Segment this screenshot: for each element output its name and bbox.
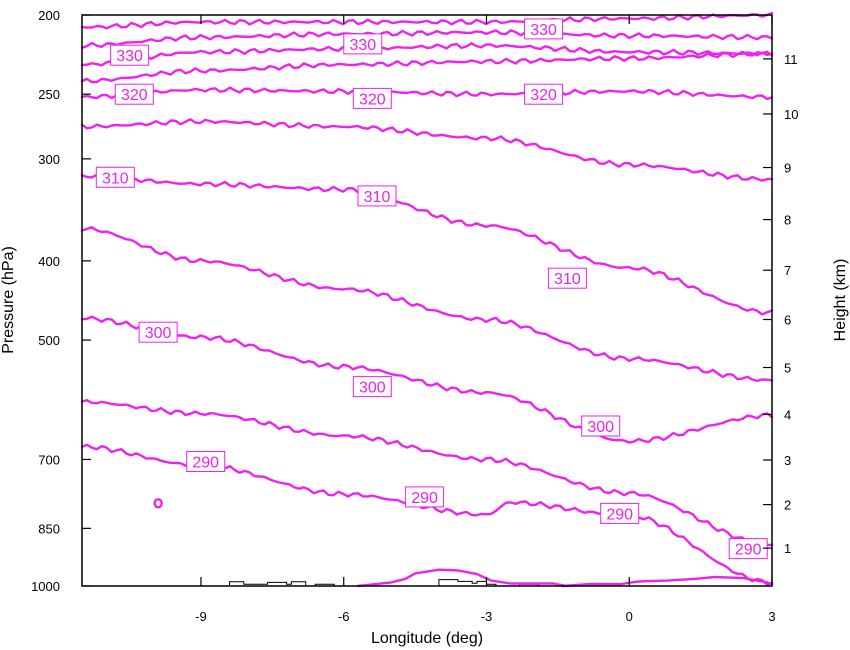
contour-label: 320 [524, 83, 564, 105]
height-tick-label: 2 [784, 498, 791, 513]
contour-line [80, 50, 774, 84]
contour-label-text: 320 [359, 91, 386, 108]
contour-label-text: 310 [364, 189, 391, 206]
contour-label-text: 330 [349, 37, 376, 54]
contour-line [80, 399, 774, 547]
contour-lines [80, 11, 774, 588]
contour-label: 320 [352, 87, 392, 109]
height-tick-label: 9 [784, 161, 791, 176]
x-axis-title: Longitude (deg) [371, 630, 483, 647]
contour-label: 290 [728, 538, 768, 560]
contour-label-box [357, 185, 397, 207]
contour-label-box [547, 267, 587, 289]
contour-label-text: 290 [192, 455, 219, 472]
contour-label-box [524, 83, 564, 105]
contour-label-text: 290 [606, 506, 633, 523]
contour-line [80, 29, 774, 49]
contour-label-box [114, 83, 154, 105]
height-tick-label: 3 [784, 453, 791, 468]
contour-label-box [110, 44, 150, 66]
x-tick-label: -9 [195, 609, 207, 624]
pressure-tick-label: 1000 [31, 579, 60, 594]
contour-label: 290 [186, 451, 226, 472]
contour-label: 300 [352, 376, 392, 398]
contour-label-box [95, 166, 135, 188]
contour-line [80, 42, 774, 67]
height-tick-label: 10 [784, 107, 798, 122]
contour-label-text: 290 [411, 490, 438, 507]
contour-label: 330 [343, 33, 383, 55]
contour-label-box [405, 486, 445, 508]
contour-label-text: 330 [116, 48, 143, 65]
contour-label-box [186, 451, 226, 472]
pressure-tick-label: 400 [38, 254, 60, 269]
contour-label-text: 320 [121, 87, 148, 104]
height-tick-label: 5 [784, 361, 791, 376]
contour-line [80, 226, 774, 383]
contour-label-text: 300 [587, 419, 614, 436]
plot-frame [81, 14, 773, 587]
contour-label: 310 [547, 267, 587, 289]
contour-label: 310 [357, 185, 397, 207]
contour-label-box [352, 87, 392, 109]
contour-label-text: 310 [102, 170, 129, 187]
contour-label-box [600, 502, 640, 524]
height-tick-label: 7 [784, 263, 791, 278]
contour-label: 330 [110, 44, 150, 66]
contour-label-text: 290 [735, 542, 762, 559]
height-tick-label: 6 [784, 312, 791, 327]
height-tick-label: 11 [784, 52, 798, 67]
contour-label-text: 320 [530, 87, 557, 104]
right-y-axis-title: Height (km) [832, 259, 849, 342]
contour-label-text: 310 [554, 271, 581, 288]
x-tick-label: 0 [626, 609, 633, 624]
contour-label: 320 [114, 83, 154, 105]
contour-line [356, 568, 569, 588]
contour-label-box [524, 18, 564, 40]
contour-label-box [138, 321, 178, 343]
x-tick-label: -6 [338, 609, 350, 624]
pressure-tick-label: 200 [38, 8, 60, 23]
contour-label-text: 300 [359, 380, 386, 397]
height-tick-label: 4 [784, 407, 791, 422]
contour-label: 310 [95, 166, 135, 188]
height-tick-label: 8 [784, 213, 791, 228]
pressure-tick-label: 300 [38, 152, 60, 167]
contour-line [80, 173, 774, 316]
pressure-tick-label: 250 [38, 87, 60, 102]
axes: -9 -6 -3 0 3 200 250 300 400 500 700 850 1000 1 2 3 4 5 6 7… [31, 8, 798, 624]
contour-line [561, 575, 774, 588]
contour-label: 290 [405, 486, 445, 508]
contour-label-text: 300 [145, 325, 172, 342]
pressure-tick-label: 850 [38, 521, 60, 536]
contour-label-box [581, 415, 621, 437]
x-tick-label: -3 [481, 609, 493, 624]
x-tick-label: 3 [768, 609, 775, 624]
height-tick-label: 1 [784, 541, 791, 556]
contour-line [80, 315, 774, 444]
pressure-tick-label: 700 [38, 452, 60, 467]
contour-line [80, 86, 774, 101]
contour-label: 290 [600, 502, 640, 524]
contour-label-box [352, 376, 392, 398]
pressure-tick-label: 500 [38, 333, 60, 348]
contour-line [80, 11, 774, 30]
contour-labels: 330 330 330 320 320 320 310 310 310 300 300 300 290 2… [95, 18, 768, 560]
contour-line [80, 118, 774, 182]
contour-label-text: 330 [530, 22, 557, 39]
contour-label: 300 [138, 321, 178, 343]
contour-label: 330 [524, 18, 564, 40]
contour-label: 300 [581, 415, 621, 437]
contour-loop [153, 498, 163, 509]
contour-label-box [343, 33, 383, 55]
left-y-axis-title: Pressure (hPa) [0, 246, 17, 354]
